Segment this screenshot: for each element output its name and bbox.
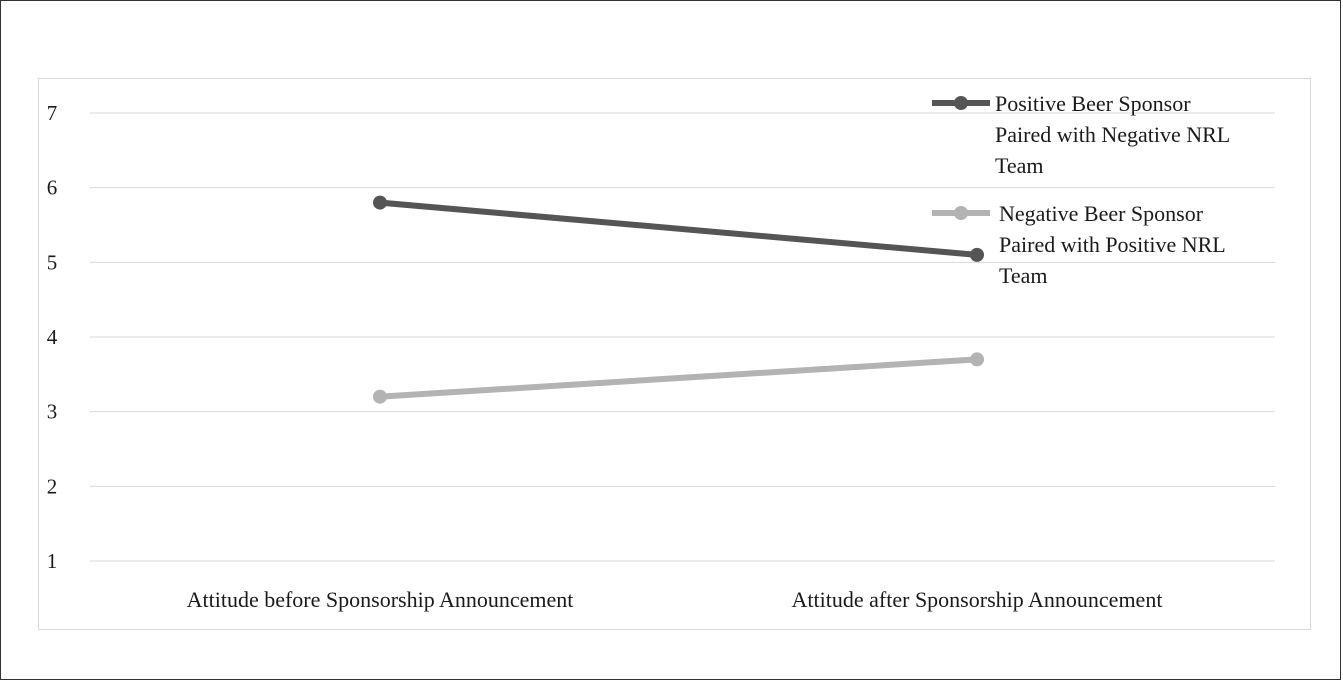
gridlines [90,112,1275,562]
y-tick-label: 4 [47,325,58,349]
y-tick-label: 3 [47,400,58,424]
legend-item: Positive Beer Sponsor Paired with Negativ… [932,91,1230,178]
data-point [970,352,984,367]
y-tick-label: 5 [47,250,58,274]
line-chart: 1 2 3 4 5 6 7 Attitude before Sponsorship Annou… [47,91,1275,612]
data-point [373,195,387,210]
legend-swatch-marker [954,96,968,110]
legend-label-line: Paired with Negative NRL [995,122,1230,147]
legend-item: Negative Beer Sponsor Paired with Positiv… [932,201,1226,288]
y-tick-label: 7 [47,101,58,125]
legend-label: Negative Beer Sponsor Paired with Positiv… [999,201,1226,288]
y-tick-label: 6 [47,176,58,200]
legend-label-line: Positive Beer Sponsor [995,91,1191,116]
data-point [970,247,984,262]
x-axis: Attitude before Sponsorship Announcement… [187,587,1163,612]
legend-label: Positive Beer Sponsor Paired with Negativ… [995,91,1230,178]
legend: Positive Beer Sponsor Paired with Negativ… [932,91,1230,288]
legend-label-line: Paired with Positive NRL [999,232,1226,257]
series-line [377,356,980,400]
y-axis: 1 2 3 4 5 6 7 [47,101,58,573]
legend-label-line: Negative Beer Sponsor [999,201,1204,226]
series-1 [373,195,984,262]
series-2 [373,352,984,404]
y-tick-label: 2 [47,474,58,498]
series-line [377,199,980,258]
x-category-label: Attitude after Sponsorship Announcement [792,587,1163,612]
y-tick-label: 1 [47,549,58,573]
x-category-label: Attitude before Sponsorship Announcement [187,587,574,612]
data-point [373,389,387,404]
legend-swatch-marker [954,206,968,220]
legend-label-line: Team [999,263,1048,288]
chart-area [38,78,1311,630]
legend-label-line: Team [995,153,1044,178]
